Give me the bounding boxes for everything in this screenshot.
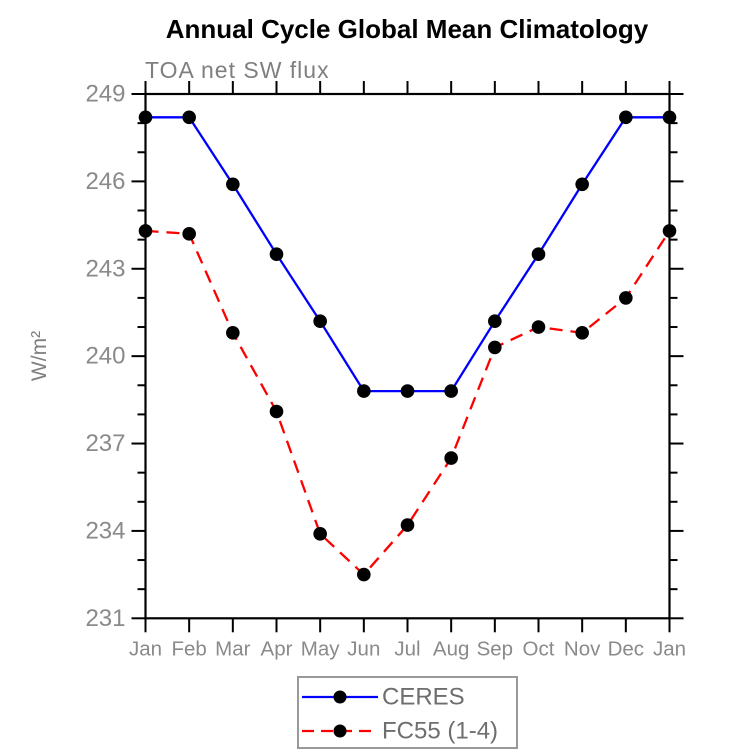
data-point-ceres (488, 314, 502, 328)
data-point-fc55 (619, 291, 633, 305)
data-point-fc55 (313, 527, 327, 541)
x-tick-label: Oct (523, 637, 555, 660)
y-tick-label: 246 (85, 168, 125, 195)
data-point-ceres (138, 110, 153, 125)
data-point-ceres (619, 110, 633, 125)
data-point-fc55 (662, 224, 677, 238)
y-axis-label: W/m² (28, 331, 51, 381)
y-tick-label: 243 (85, 255, 125, 282)
chart-title: Annual Cycle Global Mean Climatology (166, 14, 649, 44)
data-point-fc55 (226, 326, 240, 340)
y-tick-label: 237 (85, 430, 125, 457)
x-tick-label: Jun (347, 637, 380, 660)
data-point-ceres (531, 247, 546, 262)
x-tick-label: Jan (653, 637, 686, 660)
series-line-ceres (145, 116, 670, 393)
x-tick-label: May (301, 637, 340, 660)
x-tick-label: Aug (433, 637, 469, 660)
legend-label: FC55 (1-4) (382, 718, 498, 745)
data-point-ceres (226, 177, 240, 192)
y-tick-label: 249 (85, 81, 125, 108)
data-point-ceres (575, 177, 589, 192)
plot-frame (144, 92, 671, 620)
x-tick-label: Apr (261, 637, 293, 660)
data-point-fc55 (575, 326, 589, 340)
x-tick-label: Jul (394, 637, 420, 660)
data-point-ceres (182, 110, 196, 125)
x-tick-label: Mar (215, 637, 250, 660)
data-point-fc55 (269, 404, 284, 419)
data-point-ceres (662, 110, 677, 125)
data-point-fc55 (444, 451, 458, 465)
x-tick-label: Feb (172, 637, 207, 660)
data-point-fc55 (531, 320, 546, 334)
data-point-fc55 (400, 518, 415, 532)
data-point-ceres (357, 384, 371, 398)
y-tick-label: 234 (85, 517, 125, 544)
y-tick-label: 231 (85, 605, 125, 632)
x-tick-label: Nov (564, 637, 601, 660)
y-tick-label: 240 (85, 343, 125, 370)
x-tick-label: Dec (608, 637, 644, 660)
x-tick-label: Jan (129, 637, 162, 660)
legend-label: CERES (382, 684, 465, 711)
data-point-fc55 (357, 567, 371, 582)
legend: CERES FC55 (1-4) (297, 676, 518, 749)
data-point-ceres (269, 247, 284, 262)
data-point-ceres (400, 384, 415, 398)
data-point-fc55 (182, 227, 196, 241)
data-point-fc55 (138, 224, 153, 238)
data-point-ceres (313, 314, 327, 328)
chart-subtitle: TOA net SW flux (145, 57, 330, 83)
data-point-fc55 (488, 340, 502, 355)
plot-area: Jan Feb Mar Apr May Jun Jul Aug Sep Oct Nov Dec Jan2… (85, 81, 686, 661)
legend-box (297, 676, 518, 749)
x-tick-label: Sep (477, 637, 513, 660)
data-point-ceres (444, 384, 458, 398)
legend-marker (333, 690, 347, 704)
legend-marker (333, 724, 347, 738)
